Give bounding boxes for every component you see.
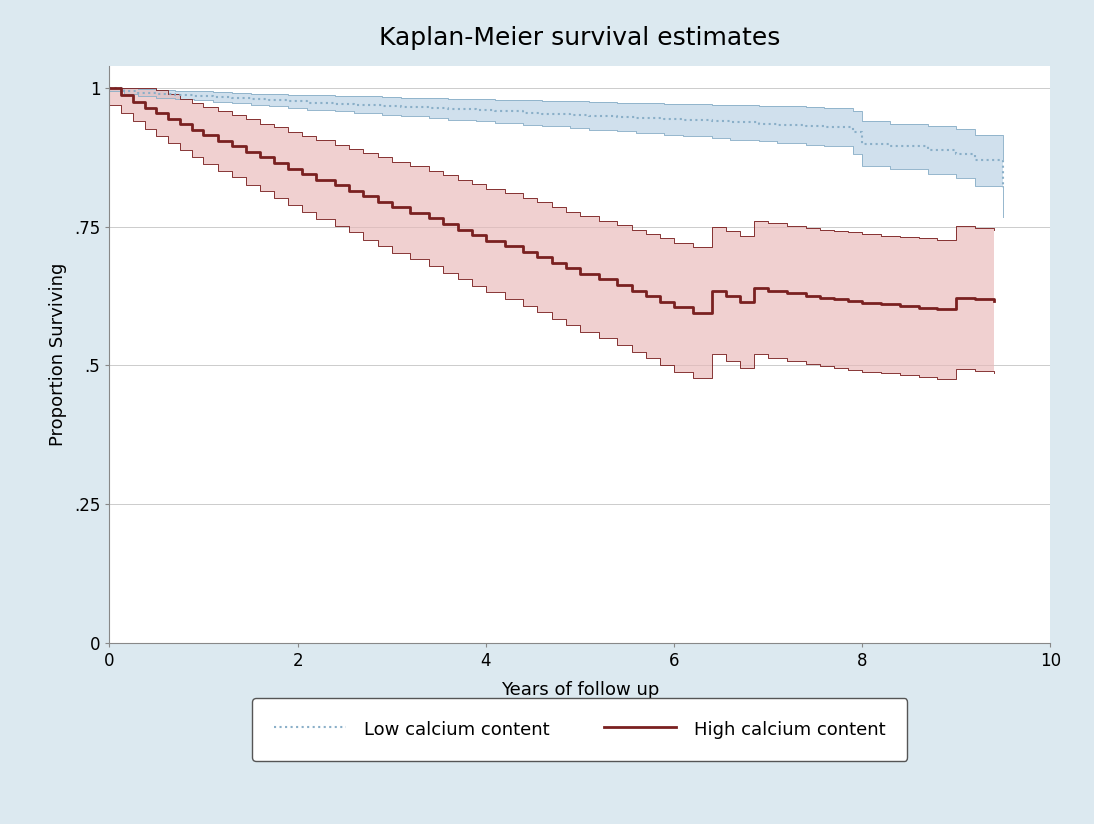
Low calcium content: [657, 115, 671, 124]
Legend: Low calcium content, High calcium content: Low calcium content, High calcium conten…: [253, 698, 907, 761]
Low calcium content: [103, 83, 116, 93]
Low calcium content: [150, 89, 163, 99]
Low calcium content: [117, 86, 130, 96]
X-axis label: Years of follow up: Years of follow up: [501, 681, 659, 699]
Low calcium content: [630, 113, 643, 123]
High calcium content: [531, 252, 544, 262]
High calcium content: [686, 308, 699, 318]
Low calcium content: [846, 128, 859, 138]
Low calcium content: [583, 111, 596, 121]
Low calcium content: [375, 101, 388, 110]
Low calcium content: [263, 96, 276, 105]
Low calcium content: [281, 96, 294, 106]
Low calcium content: [968, 155, 981, 165]
Low calcium content: [168, 90, 182, 100]
High calcium content: [733, 297, 746, 307]
Low calcium content: [301, 97, 314, 107]
High calcium content: [103, 83, 116, 93]
Low calcium content: [705, 116, 718, 126]
Low calcium content: [225, 93, 238, 103]
Low calcium content: [348, 100, 361, 110]
Low calcium content: [489, 106, 502, 116]
Low calcium content: [563, 110, 577, 119]
Low calcium content: [856, 138, 869, 148]
Low calcium content: [921, 145, 934, 155]
Low calcium content: [950, 148, 963, 158]
Low calcium content: [187, 91, 200, 101]
High calcium content: [987, 296, 1000, 306]
High calcium content: [295, 169, 309, 179]
Low calcium content: [422, 103, 435, 113]
Low calcium content: [516, 108, 529, 118]
Low calcium content: [799, 121, 812, 131]
Low calcium content: [395, 102, 408, 112]
High calcium content: [211, 136, 224, 146]
Low calcium content: [610, 112, 624, 122]
Low calcium content: [328, 99, 341, 109]
Low calcium content: [536, 109, 549, 119]
High calcium content: [126, 97, 140, 107]
Low calcium content: [752, 119, 765, 129]
Line: High calcium content: High calcium content: [109, 88, 993, 313]
Title: Kaplan-Meier survival estimates: Kaplan-Meier survival estimates: [380, 26, 780, 50]
High calcium content: [173, 119, 186, 129]
Low calcium content: [469, 105, 482, 115]
Low calcium content: [884, 142, 897, 152]
Low calcium content: [244, 94, 257, 104]
Low calcium content: [207, 92, 220, 102]
Low calcium content: [818, 122, 831, 132]
Low calcium content: [724, 118, 737, 128]
Y-axis label: Proportion Surviving: Proportion Surviving: [49, 263, 67, 446]
Low calcium content: [131, 87, 144, 97]
Low calcium content: [771, 119, 784, 129]
Low calcium content: [677, 115, 690, 125]
Low calcium content: [997, 183, 1010, 193]
Line: Low calcium content: Low calcium content: [109, 88, 1003, 188]
Low calcium content: [442, 105, 455, 115]
